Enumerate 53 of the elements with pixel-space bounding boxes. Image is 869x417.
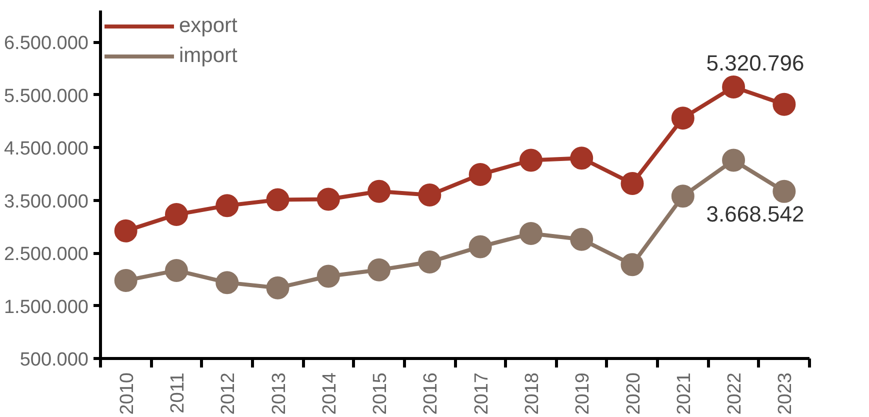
- point: [216, 194, 239, 218]
- x-tick-label: 2015: [370, 372, 392, 415]
- point: [164, 258, 188, 282]
- point: [620, 172, 644, 195]
- x-tick-label: 2012: [218, 372, 240, 415]
- point: [468, 235, 492, 258]
- point: [316, 264, 340, 288]
- point: [316, 188, 340, 211]
- point: [722, 148, 746, 172]
- x-tick-label: 2022: [724, 372, 746, 415]
- point: [266, 188, 290, 212]
- point: [216, 271, 239, 294]
- x-tick-label: 2014: [319, 372, 340, 415]
- point: [772, 92, 796, 116]
- x-tick-label: 2010: [116, 372, 138, 415]
- x-tick-label: 2019: [572, 372, 594, 415]
- y-tick-label: 6.500.000: [4, 33, 89, 54]
- point: [570, 228, 594, 251]
- point: [671, 184, 694, 208]
- point: [519, 148, 542, 172]
- y-tick-label: 500.000: [20, 350, 89, 370]
- point: [368, 258, 391, 282]
- point: [772, 180, 796, 203]
- x-tick-label: 2018: [522, 372, 543, 415]
- point: [114, 268, 138, 292]
- x-tick-label: 2011: [167, 372, 188, 414]
- point: [368, 180, 391, 203]
- legend-label: import: [179, 44, 238, 68]
- point: [418, 184, 442, 207]
- y-tick-label: 5.500.000: [4, 86, 89, 107]
- x-tick-label: 2020: [623, 372, 644, 415]
- x-tick-label: 2017: [471, 372, 492, 415]
- point: [266, 276, 290, 300]
- data-label: 3.668.542: [706, 201, 804, 226]
- point: [671, 106, 694, 130]
- x-tick-label: 2013: [268, 372, 290, 415]
- point: [620, 253, 644, 276]
- point: [519, 222, 542, 246]
- y-tick-label: 4.500.000: [4, 138, 89, 160]
- data-label: 5.320.796: [706, 50, 804, 76]
- y-tick-label: 3.500.000: [4, 191, 89, 212]
- point: [722, 75, 746, 98]
- point: [114, 219, 138, 242]
- x-tick-label: 2021: [674, 372, 695, 415]
- point: [164, 203, 188, 226]
- x-tick-label: 2023: [775, 372, 796, 415]
- point: [468, 163, 492, 186]
- x-tick-label: 2016: [420, 372, 442, 415]
- point: [418, 250, 442, 274]
- y-tick-label: 1.500.000: [4, 296, 89, 318]
- point: [570, 146, 594, 170]
- legend-label: export: [179, 14, 238, 38]
- y-tick-label: 2.500.000: [4, 244, 89, 266]
